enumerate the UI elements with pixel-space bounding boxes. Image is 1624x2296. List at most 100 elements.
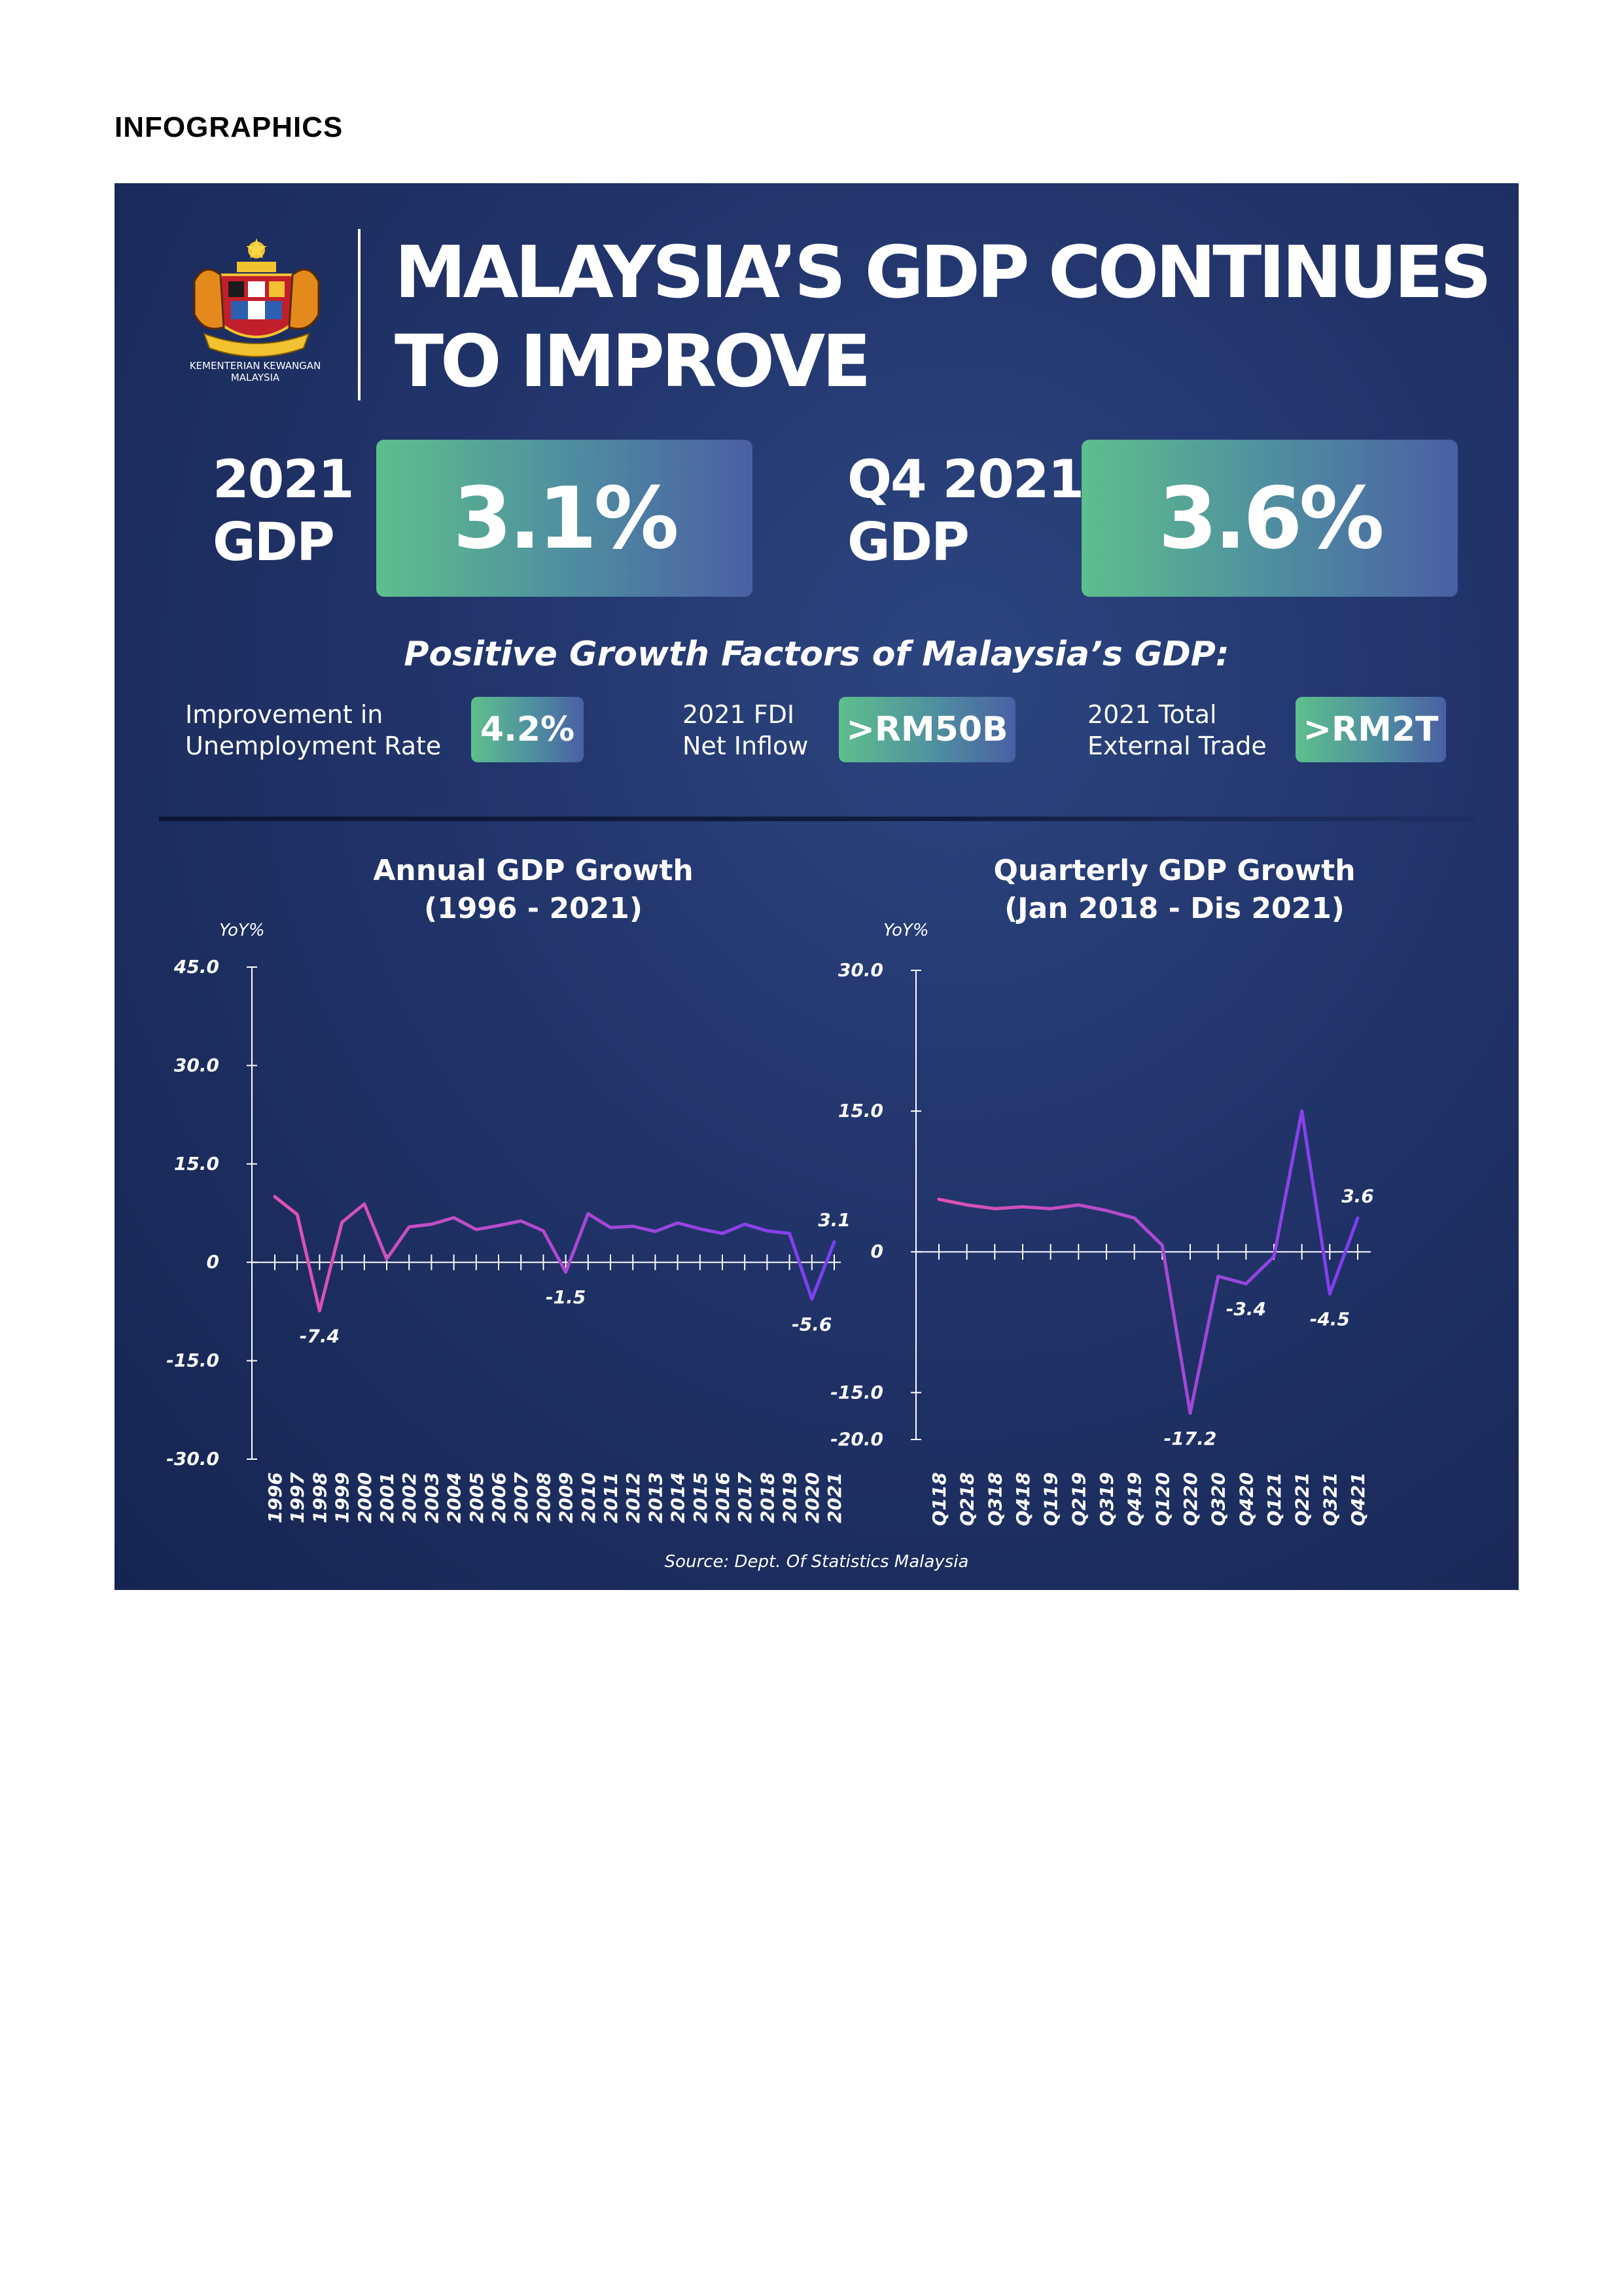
quarterly-chart-title: Quarterly GDP Growth (Jan 2018 - Dis 202… [945, 852, 1403, 928]
annual-x-tick-label: 2019 [779, 1472, 801, 1523]
stat-label-line1: 2021 [213, 449, 355, 510]
annual-x-tick-label: 1996 [264, 1472, 286, 1523]
annual-x-tick-label: 2001 [376, 1472, 398, 1523]
annual-x-tick-label: 2014 [667, 1472, 689, 1523]
annual-x-tick-label: 2003 [421, 1472, 442, 1523]
infographic-panel: KEMENTERIAN KEWANGAN MALAYSIA MALAYSIA’S… [115, 183, 1519, 1590]
annual-y-tick-label: -30.0 [166, 1448, 219, 1470]
factor-fdi-value: >RM50B [839, 697, 1015, 762]
annual-chart-title-line1: Annual GDP Growth [373, 854, 694, 887]
quarterly-x-tick-label: Q421 [1347, 1472, 1369, 1526]
factor-fdi-label: 2021 FDI Net Inflow [682, 699, 808, 762]
quarterly-data-label: -4.5 [1310, 1309, 1350, 1330]
stat-q4-2021-gdp-label: Q4 2021 GDP [847, 448, 1084, 574]
factor-label-line2: External Trade [1087, 732, 1267, 760]
stat-label-line2: GDP [847, 512, 970, 573]
ministry-caption: KEMENTERIAN KEWANGAN MALAYSIA [167, 360, 344, 383]
annual-x-tick-label: 2005 [466, 1472, 487, 1523]
annual-x-tick-label: 2015 [690, 1472, 711, 1523]
annual-gdp-chart: 45.0 30.0 15.0 0 -15.0 -30.0 YoY% 1996 1997 1998 1… [166, 921, 851, 1523]
section-divider [159, 817, 1474, 821]
factor-label-line1: Improvement in [185, 700, 383, 729]
quarterly-x-tick-label: Q420 [1235, 1472, 1257, 1526]
ministry-line2: MALAYSIA [230, 372, 280, 383]
factor-unemployment-label: Improvement in Unemployment Rate [185, 699, 441, 762]
stat-label-line1: Q4 2021 [847, 449, 1084, 510]
ministry-line1: KEMENTERIAN KEWANGAN [189, 360, 321, 372]
quarterly-x-tick-label: Q418 [1012, 1472, 1034, 1526]
annual-x-tick-label: 2017 [734, 1472, 756, 1523]
annual-y-tick-label: -15.0 [166, 1350, 219, 1371]
quarterly-x-tick-label: Q221 [1292, 1472, 1313, 1526]
factor-label-line1: 2021 FDI [682, 700, 795, 729]
annual-x-tick-label: 2010 [578, 1472, 599, 1523]
annual-x-tick-label: 2006 [488, 1472, 510, 1523]
annual-y-tick-label: 0 [207, 1251, 219, 1273]
quarterly-x-tick-label: Q121 [1263, 1472, 1285, 1526]
quarterly-chart-title-line1: Quarterly GDP Growth [993, 854, 1356, 887]
factors-title: Positive Growth Factors of Malaysia’s GD… [404, 635, 1229, 674]
annual-x-tick-label: 2008 [533, 1472, 554, 1523]
quarterly-x-tick-label: Q318 [984, 1472, 1006, 1526]
factor-unemployment-value: 4.2% [471, 697, 584, 762]
quarterly-gdp-chart: 30.0 15.0 0 -15.0 -20.0 YoY% Q118 Q218 Q318 Q418 Q… [830, 921, 1374, 1526]
annual-x-tick-label: 1998 [309, 1472, 330, 1523]
quarterly-y-tick-label: 30.0 [838, 959, 883, 981]
quarterly-x-tick-label: Q419 [1124, 1472, 1146, 1526]
quarterly-x-tick-label: Q119 [1040, 1472, 1062, 1526]
annual-x-tick-label: 2020 [802, 1472, 823, 1523]
quarterly-data-label: -3.4 [1226, 1298, 1266, 1320]
factor-label-line2: Unemployment Rate [185, 732, 442, 760]
annual-y-tick-label: 30.0 [174, 1054, 219, 1076]
annual-y-tick-label: 45.0 [173, 956, 219, 978]
quarterly-data-label: 3.6 [1341, 1186, 1374, 1207]
annual-x-tick-label: 2007 [510, 1472, 532, 1523]
annual-x-tick-label: 2011 [600, 1472, 622, 1523]
annual-gdp-series-line [273, 1195, 836, 1313]
annual-x-tick-label: 2000 [354, 1472, 376, 1523]
annual-x-tick-label: 2009 [556, 1472, 577, 1523]
quarterly-y-axis-label: YoY% [883, 921, 929, 940]
annual-x-tick-label: 2004 [444, 1472, 465, 1523]
factor-label-line2: Net Inflow [682, 732, 809, 760]
annual-x-tick-label: 2013 [644, 1472, 666, 1523]
factor-trade-value: >RM2T [1296, 697, 1446, 762]
annual-data-label: 3.1 [818, 1209, 851, 1231]
factor-trade-label: 2021 Total External Trade [1087, 699, 1267, 762]
stat-2021-gdp-value: 3.1% [376, 440, 752, 597]
annual-x-tick-label: 2016 [712, 1472, 733, 1523]
quarterly-x-tick-label: Q321 [1319, 1472, 1341, 1526]
quarterly-y-tick-label: -15.0 [830, 1381, 883, 1403]
factor-label-line1: 2021 Total [1087, 700, 1217, 729]
annual-data-label: -7.4 [300, 1325, 340, 1347]
quarterly-x-tick-label: Q120 [1152, 1472, 1173, 1526]
annual-x-tick-label: 2018 [756, 1472, 778, 1523]
stat-2021-gdp-label: 2021 GDP [213, 448, 355, 574]
quarterly-x-tick-label: Q319 [1096, 1472, 1118, 1526]
stat-label-line2: GDP [213, 512, 335, 573]
annual-chart-title-line2: (1996 - 2021) [423, 892, 643, 925]
header-divider [358, 229, 361, 400]
quarterly-y-tick-label: -20.0 [830, 1428, 883, 1450]
quarterly-x-tick-label: Q218 [957, 1472, 978, 1526]
annual-data-label: -5.6 [792, 1313, 832, 1335]
quarterly-data-label: -17.2 [1164, 1428, 1217, 1449]
annual-x-tick-label: 2012 [622, 1472, 644, 1523]
annual-chart-title: Annual GDP Growth (1996 - 2021) [311, 852, 756, 928]
annual-data-label: -1.5 [546, 1286, 586, 1308]
quarterly-y-tick-label: 0 [871, 1241, 883, 1262]
quarterly-x-tick-label: Q220 [1180, 1472, 1201, 1526]
annual-x-tick-label: 2021 [824, 1472, 845, 1523]
infographic-title: MALAYSIA’S GDP CONTINUES TO IMPROVE [395, 228, 1492, 406]
annual-y-axis-label: YoY% [219, 921, 265, 940]
source-note: Source: Dept. Of Statistics Malaysia [664, 1552, 969, 1572]
stat-q4-2021-gdp-value: 3.6% [1082, 440, 1458, 597]
quarterly-x-tick-label: Q118 [928, 1472, 950, 1526]
quarterly-x-tick-label: Q320 [1208, 1472, 1229, 1526]
quarterly-gdp-series-line [937, 1109, 1360, 1415]
title-line2: TO IMPROVE [395, 319, 871, 403]
quarterly-chart-title-line2: (Jan 2018 - Dis 2021) [1004, 892, 1345, 925]
ministry-crest-logo [193, 238, 320, 357]
annual-x-tick-label: 1997 [287, 1472, 308, 1523]
